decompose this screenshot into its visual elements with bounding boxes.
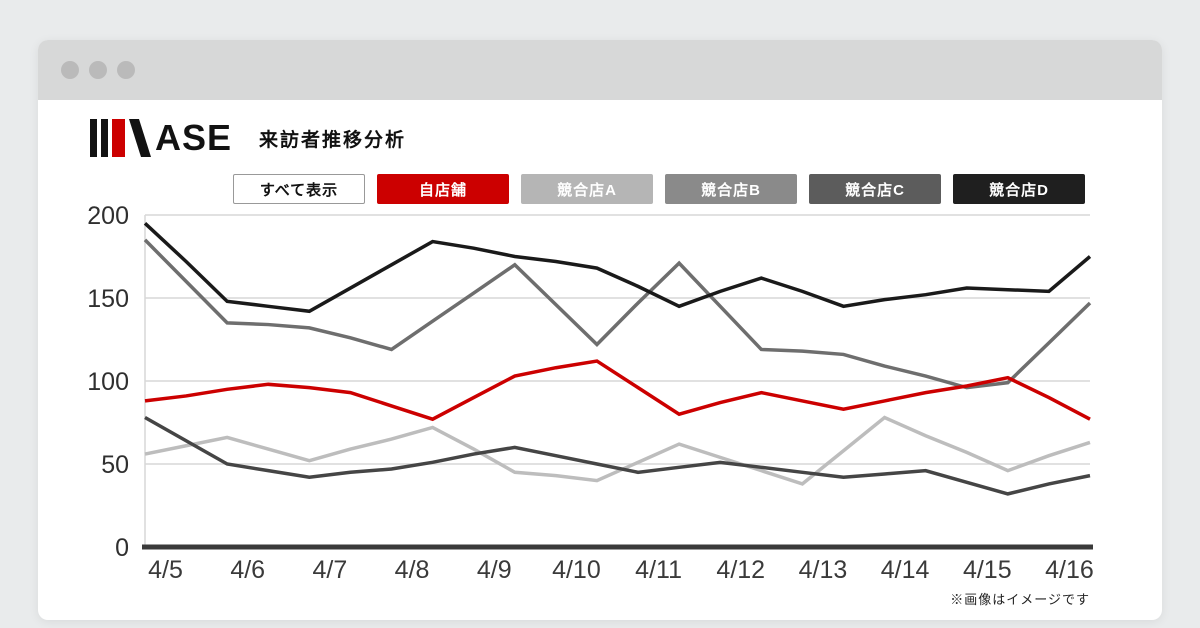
window-control-2[interactable] — [89, 61, 107, 79]
y-tick-label: 100 — [87, 368, 129, 396]
x-tick-label: 4/15 — [963, 556, 1012, 584]
y-tick-label: 50 — [101, 451, 129, 479]
series-line — [143, 222, 1092, 314]
filter-button-1[interactable]: 自店舗 — [377, 174, 509, 204]
filter-button-3[interactable]: 競合店B — [665, 174, 797, 204]
chart-svg: 0 50 100 150 200 4/5 4/6 4/7 4/8 4/9 4/10 4/11 4/12 4… — [87, 202, 1094, 584]
series-line — [144, 415, 1091, 496]
x-tick-label: 4/14 — [881, 556, 930, 584]
filter-button-2[interactable]: 競合店A — [521, 174, 653, 204]
filter-button-show-all[interactable]: すべて表示 — [233, 174, 365, 204]
x-tick-label: 4/5 — [148, 556, 183, 584]
series-line — [144, 359, 1091, 422]
y-tick-label: 200 — [87, 202, 129, 230]
footnote: ※画像はイメージです — [950, 592, 1090, 607]
x-tick-label: 4/9 — [477, 556, 512, 584]
y-tick-label: 150 — [87, 285, 129, 313]
window-control-3[interactable] — [117, 61, 135, 79]
x-tick-label: 4/13 — [799, 556, 848, 584]
filter-bar: すべて表示 自店舗 競合店A 競合店B 競合店C 競合店D — [233, 174, 1162, 204]
x-tick-label: 4/11 — [635, 556, 682, 584]
brand-logo: ASE — [90, 119, 232, 157]
filter-button-4[interactable]: 競合店C — [809, 174, 941, 204]
window-titlebar — [38, 40, 1162, 100]
x-tick-label: 4/7 — [313, 556, 348, 584]
brand-logo-mark — [90, 119, 151, 157]
x-tick-label: 4/8 — [395, 556, 430, 584]
x-tick-label: 4/12 — [716, 556, 765, 584]
series-line — [144, 415, 1091, 486]
browser-window: ASE 来訪者推移分析 すべて表示 自店舗 競合店A 競合店B 競合店C 競合店D 0 50… — [38, 40, 1162, 620]
window-control-1[interactable] — [61, 61, 79, 79]
page-title: 来訪者推移分析 — [259, 129, 407, 151]
brand-row: ASE 来訪者推移分析 — [90, 117, 1162, 159]
filter-button-5[interactable]: 競合店D — [953, 174, 1085, 204]
y-tick-label: 0 — [115, 534, 129, 562]
x-tick-label: 4/10 — [552, 556, 601, 584]
brand-logo-text: ASE — [155, 117, 233, 158]
x-tick-label: 4/6 — [230, 556, 265, 584]
x-tick-label: 4/16 — [1045, 556, 1094, 584]
series-line — [143, 238, 1092, 390]
